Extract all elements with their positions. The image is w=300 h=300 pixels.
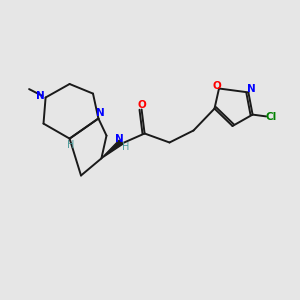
Text: N: N <box>115 134 124 144</box>
Text: N: N <box>247 84 256 94</box>
Text: O: O <box>137 100 146 110</box>
Text: N: N <box>96 108 105 118</box>
Polygon shape <box>101 140 123 158</box>
Text: Cl: Cl <box>265 112 277 122</box>
Text: O: O <box>212 81 221 91</box>
Text: N: N <box>36 91 45 101</box>
Text: H: H <box>122 142 129 152</box>
Text: H: H <box>68 140 75 150</box>
